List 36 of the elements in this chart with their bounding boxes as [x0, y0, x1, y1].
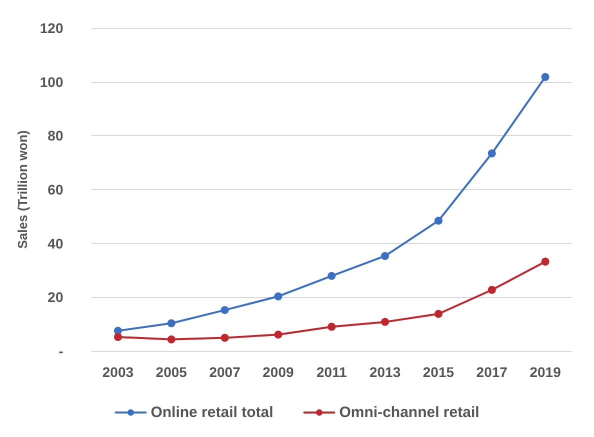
legend-label: Omni-channel retail: [339, 404, 480, 421]
x-tick-label: 2009: [262, 364, 294, 380]
point: [381, 318, 390, 326]
point: [488, 149, 496, 158]
point: [167, 335, 176, 344]
point: [434, 216, 442, 225]
x-tick-label: 2015: [422, 364, 454, 380]
point: [220, 334, 229, 342]
point: [114, 333, 122, 341]
point: [328, 322, 336, 331]
point: [434, 310, 442, 318]
x-tick-label: 2011: [316, 364, 348, 380]
x-tick-label: 2005: [156, 364, 188, 380]
point: [488, 286, 496, 294]
y-tick-label: 100: [40, 74, 64, 90]
y-tick-label: 40: [48, 235, 64, 252]
y-tick-label: 20: [48, 289, 64, 306]
x-tick-label: 2019: [530, 364, 562, 380]
point: [541, 258, 550, 266]
x-tick-label: 2007: [209, 364, 241, 380]
y-tick-label: 80: [48, 128, 64, 144]
point: [328, 272, 336, 280]
y-tick-label: 120: [40, 20, 64, 36]
point: [381, 252, 390, 260]
point: [274, 330, 282, 339]
point: [220, 306, 229, 314]
point: [167, 319, 176, 328]
x-tick-label: 2003: [102, 364, 134, 380]
point: [274, 292, 282, 300]
point: [541, 72, 550, 81]
y-axis-title: Sales (Trillion won): [15, 130, 30, 249]
x-tick-label: 2013: [369, 364, 401, 380]
x-tick-label: 2017: [476, 364, 508, 380]
y-tick-label: -: [58, 343, 64, 359]
y-tick-label: 60: [48, 182, 64, 198]
legend-label: Online retail total: [150, 404, 274, 421]
